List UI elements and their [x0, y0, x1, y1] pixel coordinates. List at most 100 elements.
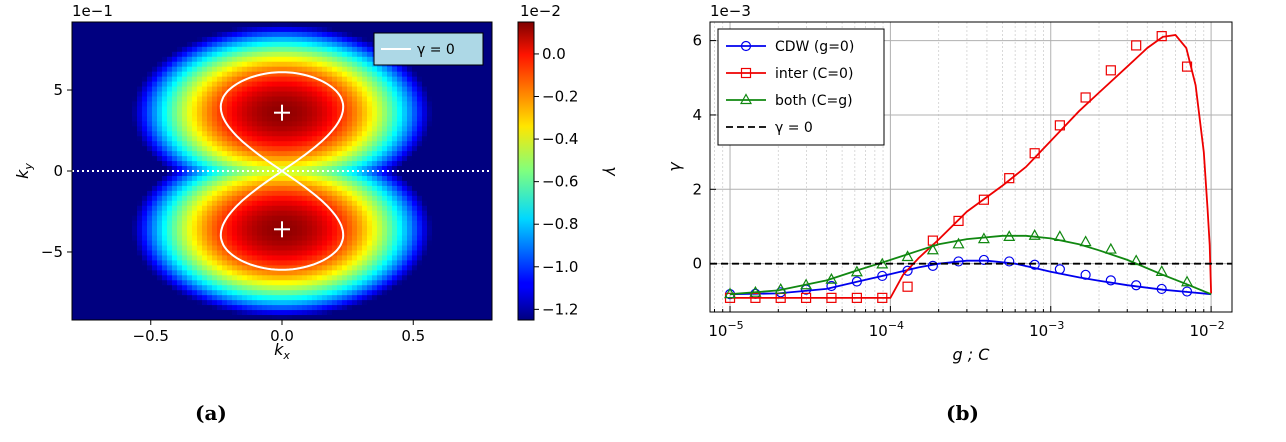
heatmap-cell	[347, 310, 353, 316]
heatmap-cell	[432, 146, 438, 152]
heatmap-cell	[277, 220, 283, 227]
heatmap-cell	[192, 295, 198, 301]
heatmap-cell	[337, 36, 343, 43]
heatmap-cell	[207, 245, 213, 252]
heatmap-cell	[157, 215, 163, 222]
heatmap-cell	[207, 151, 213, 157]
heatmap-cell	[302, 185, 308, 192]
heatmap-cell	[132, 280, 138, 286]
heatmap-cell	[147, 116, 153, 122]
heatmap-cell	[177, 210, 183, 217]
heatmap-cell	[282, 270, 288, 276]
heatmap-cell	[82, 46, 88, 53]
heatmap-cell	[307, 26, 313, 33]
heatmap-cell	[342, 280, 348, 286]
heatmap-cell	[347, 121, 353, 127]
heatmap-cell	[152, 305, 158, 311]
heatmap-cell	[367, 22, 373, 28]
heatmap-cell	[137, 22, 143, 28]
heatmap-cell	[472, 285, 478, 291]
heatmap-cell	[87, 265, 93, 271]
heatmap-cell	[452, 220, 458, 227]
heatmap-cell	[242, 285, 248, 291]
heatmap-cell	[352, 190, 358, 197]
heatmap-cell	[287, 156, 293, 162]
heatmap-cell	[197, 46, 203, 53]
heatmap-cell	[482, 96, 488, 103]
heatmap-cell	[422, 205, 428, 212]
heatmap-cell	[427, 195, 433, 202]
heatmap-cell	[132, 101, 138, 108]
heatmap-cell	[202, 255, 208, 261]
heatmap-cell	[292, 66, 298, 73]
heatmap-cell	[237, 126, 243, 132]
heatmap-cell	[452, 240, 458, 247]
heatmap-cell	[227, 131, 233, 137]
heatmap-cell	[447, 171, 453, 177]
heatmap-cell	[467, 210, 473, 217]
heatmap-cell	[297, 171, 303, 177]
heatmap-cell	[307, 22, 313, 28]
heatmap-cell	[437, 26, 443, 33]
heatmap-cell	[82, 235, 88, 242]
heatmap-cell	[102, 240, 108, 247]
heatmap-cell	[332, 200, 338, 207]
heatmap-cell	[272, 245, 278, 252]
heatmap-cell	[117, 285, 123, 291]
heatmap-cell	[407, 305, 413, 311]
heatmap-cell	[217, 26, 223, 33]
heatmap-cell	[367, 205, 373, 212]
heatmap-cell	[102, 210, 108, 217]
heatmap-cell	[152, 46, 158, 53]
heatmap-cell	[262, 245, 268, 252]
heatmap-cell	[427, 81, 433, 88]
heatmap-cell	[247, 205, 253, 212]
heatmap-cell	[322, 185, 328, 192]
heatmap-cell	[302, 76, 308, 83]
heatmap-cell	[252, 255, 258, 261]
heatmap-cell	[302, 41, 308, 48]
heatmap-cell	[127, 220, 133, 227]
heatmap-cell	[422, 195, 428, 202]
heatmap-cell	[352, 151, 358, 157]
heatmap-cell	[287, 205, 293, 212]
heatmap-cell	[347, 171, 353, 177]
heatmap-cell	[77, 146, 83, 152]
heatmap-cell	[82, 66, 88, 73]
heatmap-cell	[97, 141, 103, 147]
heatmap-cell	[252, 240, 258, 247]
heatmap-cell	[452, 71, 458, 78]
heatmap-cell	[457, 290, 463, 296]
heatmap-cell	[282, 310, 288, 316]
heatmap-cell	[72, 141, 78, 147]
heatmap-cell	[422, 151, 428, 157]
heatmap-cell	[182, 220, 188, 227]
heatmap-cell	[462, 171, 468, 177]
heatmap-cell	[182, 270, 188, 276]
heatmap-cell	[387, 66, 393, 73]
heatmap-cell	[242, 275, 248, 281]
heatmap-cell	[322, 51, 328, 58]
heatmap-cell	[392, 66, 398, 73]
heatmap-cell	[262, 86, 268, 93]
heatmap-cell	[167, 280, 173, 286]
heatmap-cell	[312, 81, 318, 88]
heatmap-cell	[197, 146, 203, 152]
heatmap-cell	[127, 121, 133, 127]
heatmap-cell	[307, 76, 313, 83]
heatmap-cell	[337, 215, 343, 222]
heatmap-cell	[242, 265, 248, 271]
heatmap-cell	[457, 190, 463, 197]
heatmap-cell	[462, 86, 468, 93]
heatmap-cell	[187, 76, 193, 83]
heatmap-cell	[442, 240, 448, 247]
heatmap-cell	[372, 175, 378, 182]
heatmap-cell	[257, 210, 263, 217]
heatmap-cell	[182, 111, 188, 117]
heatmap-cell	[347, 101, 353, 108]
heatmap-cell	[302, 175, 308, 182]
heatmap-cell	[422, 101, 428, 108]
heatmap-cell	[257, 166, 263, 172]
heatmap-cell	[422, 86, 428, 93]
heatmap-cell	[422, 300, 428, 306]
